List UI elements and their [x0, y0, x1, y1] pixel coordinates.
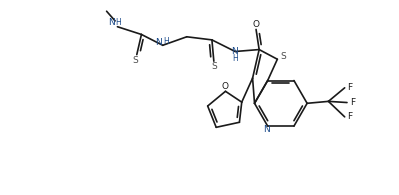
Text: O: O — [253, 20, 260, 29]
Text: N: N — [156, 38, 162, 47]
Text: S: S — [280, 52, 286, 61]
Text: F: F — [350, 98, 355, 107]
Text: O: O — [221, 82, 228, 91]
Text: S: S — [212, 62, 217, 71]
Text: N: N — [263, 125, 269, 134]
Text: F: F — [348, 112, 353, 121]
Text: N: N — [231, 47, 238, 56]
Text: F: F — [348, 83, 353, 92]
Text: N: N — [108, 18, 115, 27]
Text: S: S — [132, 56, 138, 65]
Text: H: H — [115, 18, 121, 27]
Text: H: H — [232, 54, 238, 63]
Text: H: H — [163, 37, 169, 46]
